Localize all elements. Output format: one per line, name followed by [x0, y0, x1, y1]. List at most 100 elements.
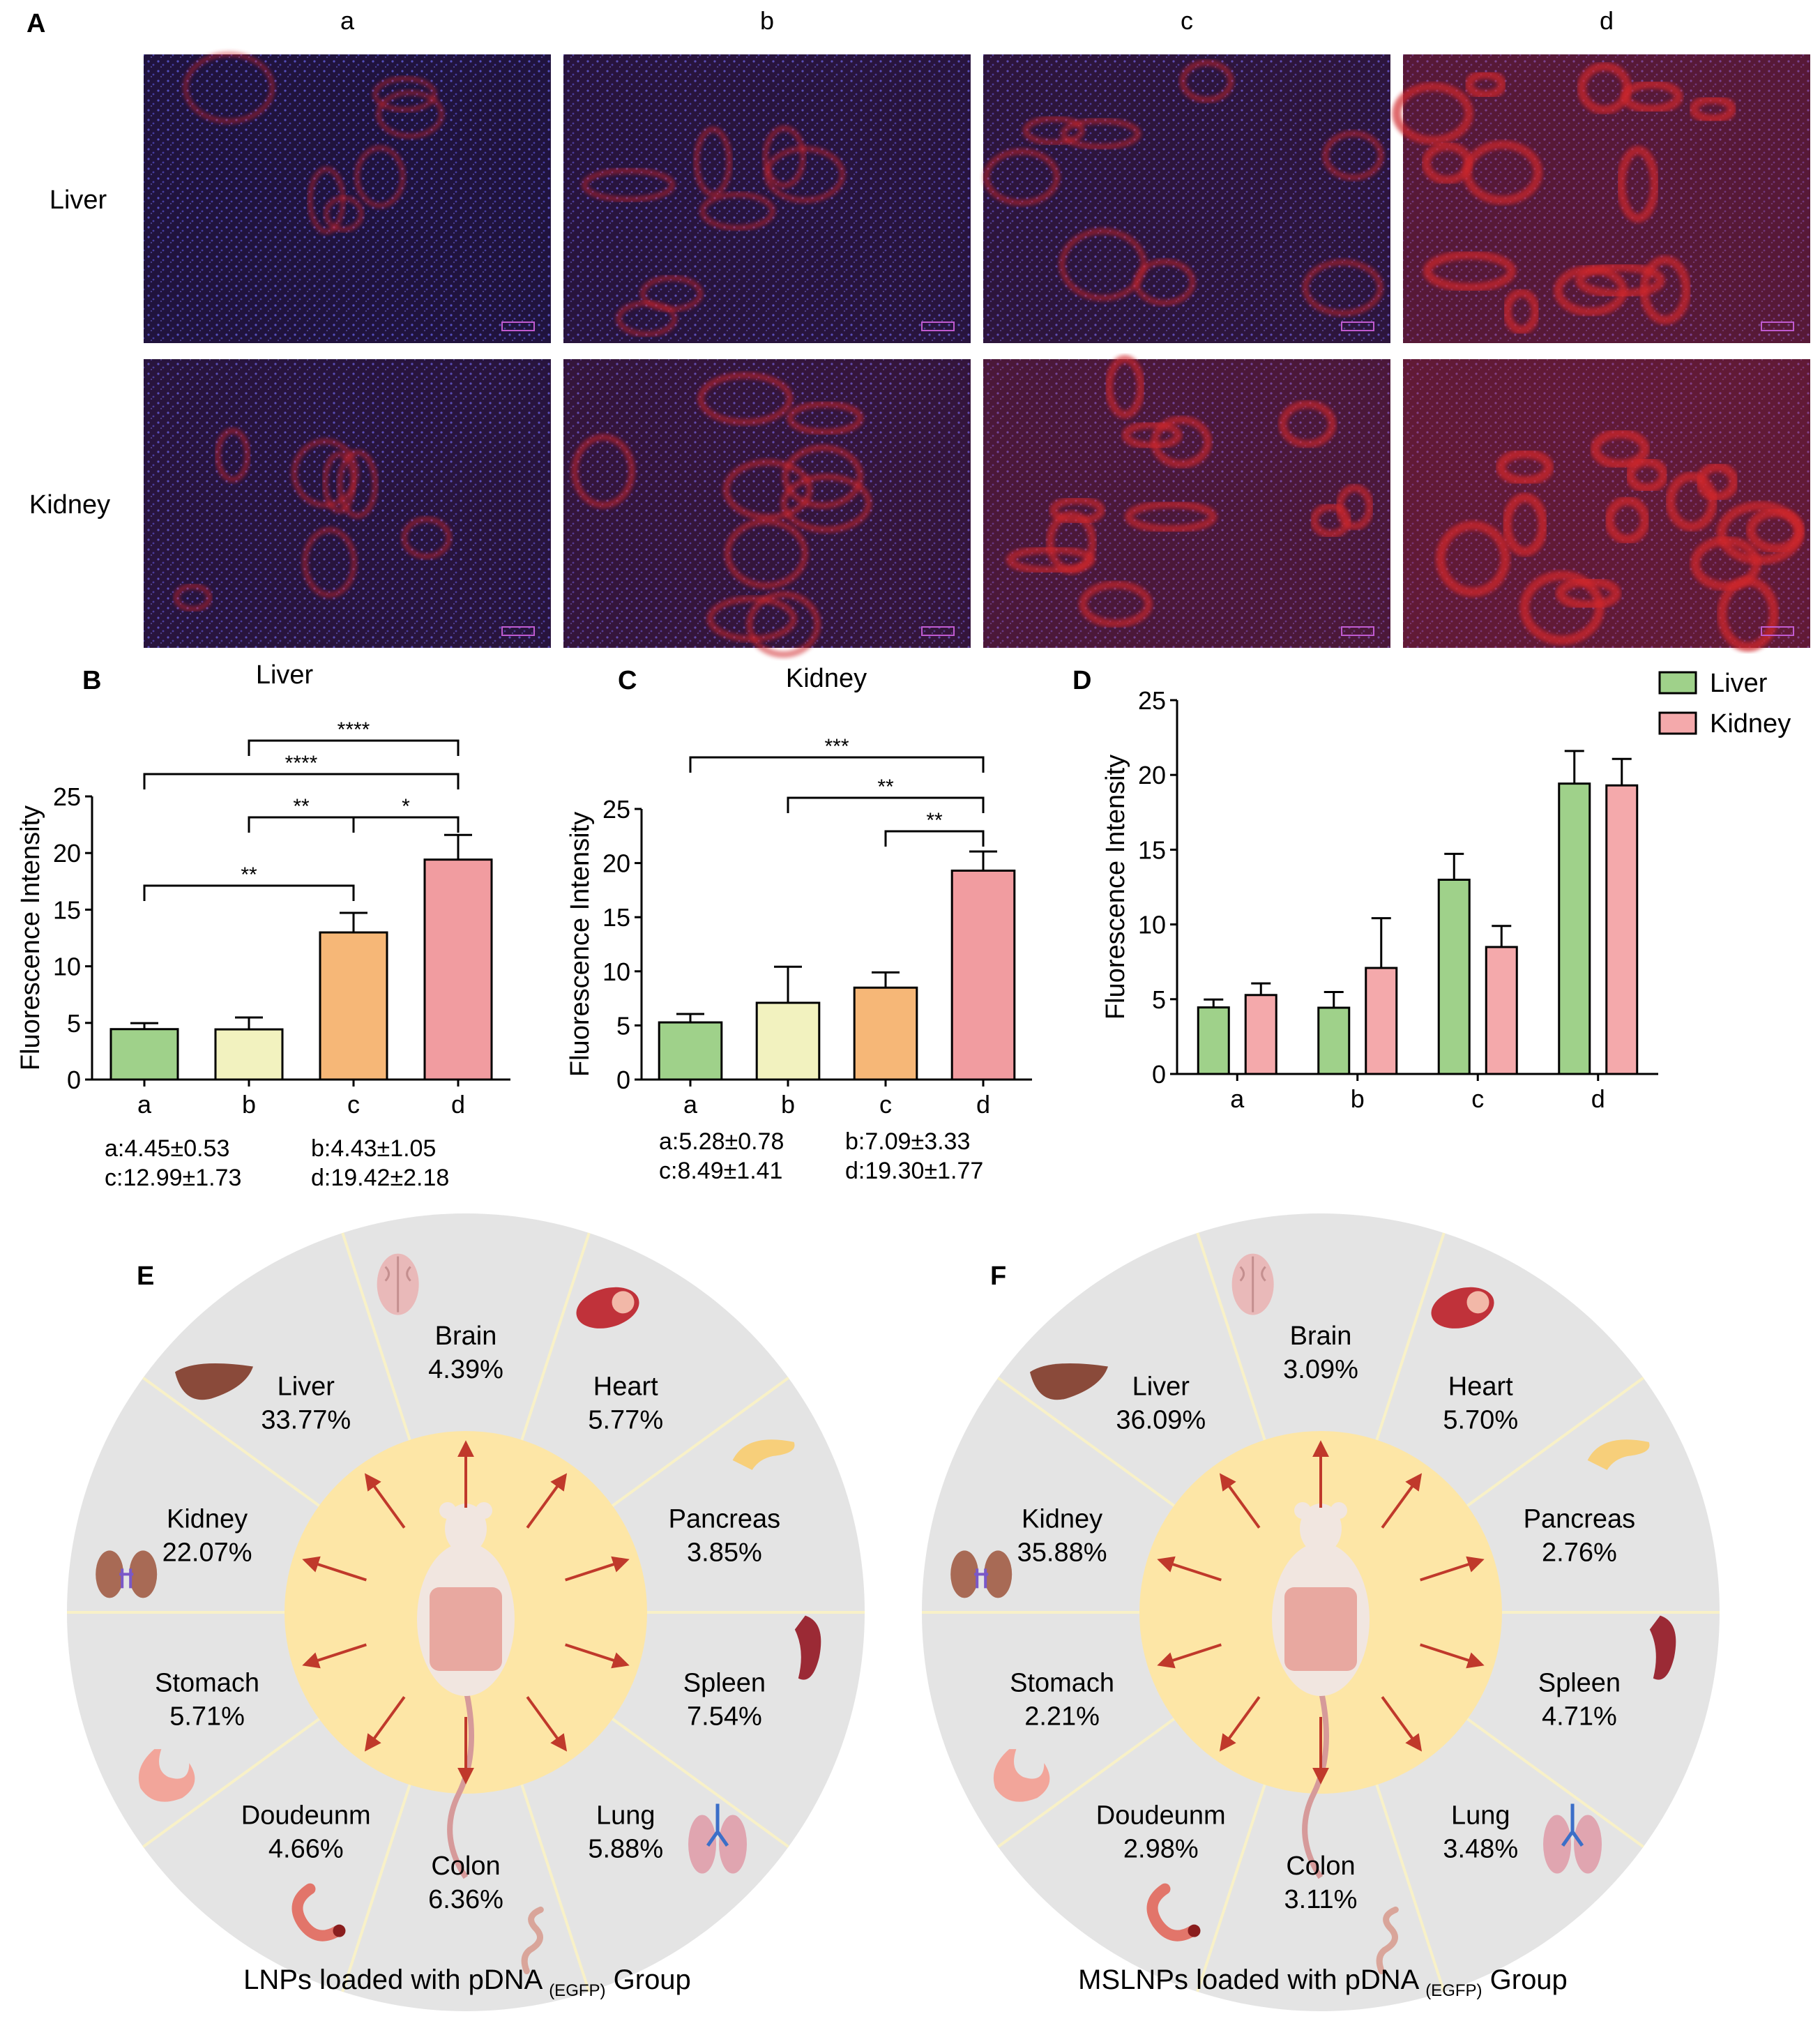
stained-vessel — [746, 591, 821, 658]
y-tick-label: 0 — [616, 1066, 630, 1094]
stained-vessel — [1105, 354, 1145, 419]
brain-icon — [377, 1253, 419, 1315]
y-tick-label: 5 — [67, 1009, 81, 1038]
distribution-arrow — [302, 1643, 367, 1669]
stained-vessel — [291, 438, 359, 508]
stained-vessel — [582, 167, 676, 203]
spleen-shape — [794, 1615, 821, 1680]
spleen-shape — [1649, 1615, 1676, 1680]
stained-vessel — [724, 517, 808, 589]
stained-vessel — [1575, 262, 1665, 298]
organ-name: Heart — [1448, 1372, 1513, 1402]
stained-vessel — [401, 516, 452, 560]
bar-liver-c — [1437, 878, 1471, 1075]
x-tick-label-a: a — [1230, 1084, 1245, 1113]
bar-b — [755, 1001, 821, 1081]
duodenum-icon — [1146, 1883, 1201, 1941]
distribution-arrow — [1420, 1643, 1485, 1669]
stained-vessel — [215, 427, 251, 483]
significance-label: ** — [241, 863, 257, 886]
sector-divider — [1375, 1232, 1446, 1441]
value-note: b:7.09±3.33 — [845, 1128, 970, 1155]
sector-divider — [1466, 1377, 1644, 1507]
y-tick-label: 10 — [602, 957, 630, 986]
liver-icon — [1029, 1363, 1108, 1400]
organ-percentage: 5.88% — [588, 1834, 663, 1863]
value-note: a:5.28±0.78 — [659, 1128, 784, 1155]
scale-bar — [1341, 321, 1374, 331]
pancreas-shape — [1587, 1439, 1650, 1470]
x-tick-label-d: d — [1591, 1084, 1605, 1113]
distribution-arrow — [364, 1473, 406, 1529]
organ-name: Brain — [435, 1322, 497, 1351]
distribution-arrow — [1381, 1696, 1423, 1752]
organ-percentage: 4.71% — [1542, 1702, 1617, 1731]
y-tick-label: 15 — [602, 903, 630, 932]
heart-top — [1466, 1291, 1489, 1314]
legend-swatch-liver — [1658, 671, 1697, 695]
x-tick-label-c: c — [879, 1090, 892, 1119]
y-tick-label: 5 — [1152, 985, 1166, 1014]
stained-vessel — [1060, 117, 1142, 150]
bar-a — [109, 1028, 179, 1081]
micrograph-grid — [144, 51, 1810, 658]
panel-f: F Brain 3.09% Heart 5.70% Pancreas 2.76% Splee… — [922, 1213, 1720, 2011]
significance-label: **** — [285, 752, 318, 775]
stained-vessel — [1302, 259, 1383, 317]
stained-vessel — [1464, 70, 1507, 100]
pancreas-shape — [732, 1439, 795, 1470]
organ-percentage: 4.39% — [428, 1355, 503, 1384]
y-tick-label: 15 — [53, 895, 81, 924]
stained-vessel — [782, 444, 864, 509]
significance-bracket — [787, 796, 985, 813]
stained-vessel — [1690, 536, 1761, 591]
scale-bar — [1761, 321, 1794, 331]
stained-vessel — [337, 449, 379, 519]
stained-vessel — [697, 372, 794, 425]
value-note: c:8.49±1.41 — [659, 1158, 782, 1184]
micrograph-kidney-d — [1403, 359, 1810, 652]
stained-vessel — [1616, 146, 1660, 223]
organ-name: Colon — [1286, 1852, 1355, 1881]
sector-divider — [997, 1377, 1175, 1507]
stained-vessel — [983, 148, 1061, 206]
mouse-ear — [1330, 1502, 1347, 1519]
sector-divider — [612, 1718, 789, 1848]
significance-bracket — [143, 773, 460, 789]
significance-label: ** — [877, 775, 894, 798]
organ-percentage: 22.07% — [162, 1538, 252, 1568]
stained-vessel — [302, 527, 357, 598]
micrograph-liver-b — [563, 54, 971, 343]
organ-name: Liver — [278, 1372, 335, 1402]
wheel-f: Brain 3.09% Heart 5.70% Pancreas 2.76% Spleen 4… — [922, 1213, 1720, 2011]
value-note: a:4.45±0.53 — [105, 1135, 229, 1162]
row-label-kidney: Kidney — [29, 490, 110, 520]
organ-name: Spleen — [1538, 1668, 1621, 1697]
duodenum-end — [333, 1924, 346, 1937]
organ-name: Lung — [596, 1801, 655, 1830]
organ-name: Pancreas — [669, 1505, 781, 1534]
colon-shape — [1376, 1906, 1399, 1974]
row-label-liver: Liver — [50, 186, 107, 215]
stained-vessel — [1059, 227, 1147, 301]
distribution-arrow — [526, 1473, 568, 1529]
panel-label-a: A — [26, 9, 45, 38]
y-tick-label: 25 — [602, 795, 630, 824]
organ-percentage: 33.77% — [261, 1406, 351, 1435]
scale-bar — [1761, 626, 1794, 636]
wheel-e: Brain 4.39% Heart 5.77% Pancreas 3.85% Spleen 7… — [67, 1213, 865, 2011]
organ-name: Lung — [1451, 1801, 1510, 1830]
bar-liver-a — [1197, 1006, 1230, 1075]
y-axis-label: Fluorescence Intensity — [566, 812, 595, 1077]
stained-vessel — [1421, 142, 1473, 185]
distribution-arrow — [1157, 1556, 1222, 1582]
duodenum-shape — [1146, 1883, 1199, 1941]
stained-vessel — [1278, 400, 1337, 448]
y-tick-label: 20 — [1138, 761, 1166, 789]
stomach-shape — [138, 1749, 195, 1802]
kidney-icon — [950, 1550, 1013, 1598]
stained-vessel — [780, 474, 872, 533]
significance-bracket — [352, 816, 460, 833]
sector-divider — [612, 1377, 789, 1507]
